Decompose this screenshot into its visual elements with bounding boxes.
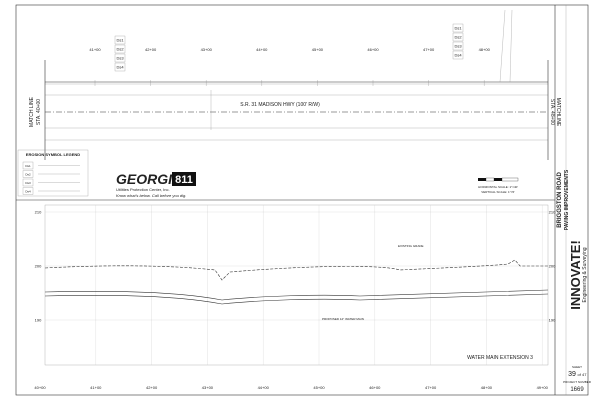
station-label: 41+00 [89,47,101,52]
code-box [452,50,464,60]
station-label: 49+00 [537,385,549,390]
legend-code: Ds4 [25,190,31,194]
firm-sub: Engineering & Surveying [582,247,588,302]
logo-badge [172,172,196,186]
code-box [114,35,126,45]
water-main-top [44,289,549,301]
station-label: 42+00 [146,385,158,390]
station-label: 47+00 [425,385,437,390]
station-label: 41+00 [90,385,102,390]
profile-title: WATER MAIN EXTENSION 3 [467,355,533,361]
firm-name: INNOVATE! [568,240,583,310]
legend-code: Ds3 [25,181,31,185]
station-label: 43+00 [202,385,214,390]
station-label: 45+00 [312,47,324,52]
code-label: Ds3 [454,44,462,49]
side-road [499,9,513,83]
project-number: 1669 [570,387,584,393]
sheet-label: SHEET [572,365,582,369]
code-box [452,23,464,33]
plan-view: MATCH LINE STA. 40+00 MATCHLINE STA. 48+… [29,9,561,160]
elevation-label: 210 [549,210,556,215]
code-box [114,44,126,54]
station-label: 40+00 [34,385,46,390]
logo-name: GEORGIA [116,171,182,187]
station-label: 46+00 [369,385,381,390]
elevation-label: 200 [35,264,42,269]
vertical-scale: VERTICAL SCALE: 1"=5' [481,190,515,194]
match-left-sta: STA. 40+00 [36,99,42,125]
project-name: BRIGGSTON ROAD [557,172,563,228]
match-right-sta: STA. 48+00 [549,99,555,125]
project-number-label: PROJECT NUMBER [563,380,592,384]
legend-swatch [22,170,34,178]
station-label: 46+00 [367,47,379,52]
code-box [114,62,126,72]
station-label: 47+00 [423,47,435,52]
profile-frame [44,204,549,366]
station-label: 45+00 [313,385,325,390]
legend-box [17,149,89,197]
elevation-label: 190 [35,318,42,323]
water-main-bottom [44,293,549,305]
elevation-label: 210 [35,210,42,215]
sheet-number: 39 [568,371,576,378]
logo-tagline: Know what's below. Call before you dig. [116,193,186,198]
match-right: MATCHLINE [555,98,561,127]
logo-number: 811 [175,174,193,186]
station-label: 43+00 [201,47,213,52]
station-label: 44+00 [256,47,268,52]
code-box [114,53,126,63]
legend-swatch [22,161,34,170]
elevation-label: 200 [549,264,556,269]
elevation-label: 190 [549,318,556,323]
legend-swatch [22,187,34,195]
station-label: 44+00 [258,385,270,390]
road-name: S.R. 31 MADISON HWY (100' R/W) [240,102,320,108]
code-label: Ds4 [116,65,124,70]
match-left: MATCH LINE [29,96,35,127]
legend-title: EROSION SYMBOL LEGEND [26,152,80,157]
scale-bar [478,177,519,182]
existing-grade [44,259,548,281]
code-label: Ds2 [454,35,462,40]
grade-label: EXISTING GRADE [398,244,424,248]
main-label: PROPOSED 12" WATER MAIN [322,317,364,321]
code-label: Ds1 [454,26,462,31]
code-box [452,41,464,51]
code-label: Ds4 [454,53,462,58]
horizontal-scale: HORIZONTAL SCALE: 1"=40' [478,185,518,189]
code-label: Ds1 [116,38,124,43]
station-label: 48+00 [479,47,491,52]
logo-org: Utilities Protection Center, Inc. [116,187,170,192]
project-subtitle: PAVING IMPROVEMENTS [564,169,570,230]
legend-code: Ds1 [25,164,31,168]
code-label: Ds2 [116,47,124,52]
code-box [452,32,464,42]
legend-swatch [22,178,34,187]
sheet-total: of 47 [578,372,588,377]
legend-code: Ds2 [25,173,31,177]
code-label: Ds3 [116,56,124,61]
station-label: 42+00 [145,47,157,52]
station-label: 48+00 [481,385,493,390]
